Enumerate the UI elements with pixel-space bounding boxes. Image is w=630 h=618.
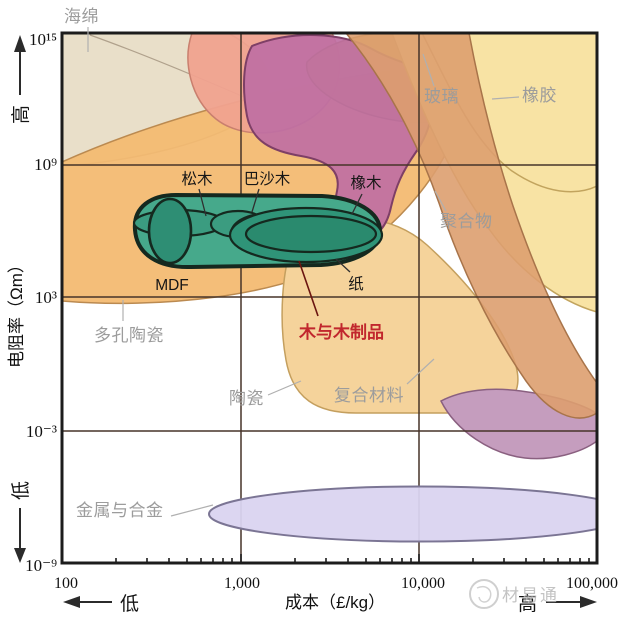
watermark-logo-icon (469, 579, 499, 609)
watermark-text: 材易通 (502, 586, 559, 605)
y-axis-low-label: 低 (10, 481, 32, 500)
x-axis-high-label: 高 (518, 593, 537, 615)
region-polymers (345, 33, 597, 419)
label-polymers: 聚合物 (440, 212, 493, 231)
plot-frame (60, 31, 599, 565)
label-metals: 金属与合金 (76, 501, 164, 520)
polymers-leader (434, 190, 447, 212)
label-oak: 橡木 (350, 174, 382, 192)
balsa-leader (251, 188, 260, 213)
watermark: 材易通 (469, 579, 559, 609)
ceramics-leader (267, 380, 302, 396)
label-mdf: MDF (155, 277, 189, 294)
x-tick-10000: 10,000 (401, 575, 445, 592)
x-axis-title: 成本（£/kg） (285, 593, 385, 612)
watermark-logo-swirl (476, 586, 492, 603)
rubber-leader (491, 96, 520, 100)
composites-leader (406, 358, 435, 385)
glass-leader (422, 53, 435, 87)
wood-mdf-ellipse (147, 197, 193, 265)
oak-leader (351, 193, 363, 215)
label-composites: 复合材料 (334, 386, 404, 405)
y-axis-high-label: 高 (10, 105, 32, 124)
metals-leader (170, 504, 214, 517)
wood-products-group (132, 192, 384, 270)
y-axis-down-arrow-icon (14, 548, 26, 563)
pine-leader (198, 188, 207, 217)
y-axis-up-arrow-icon (14, 35, 26, 52)
label-balsa: 巴沙木 (244, 170, 291, 188)
label-wood-products: 木与木制品 (298, 322, 384, 342)
gridlines (62, 33, 597, 563)
x-tick-100000: 100,000 (566, 575, 618, 592)
paper-leader (335, 258, 351, 273)
x-axis-right-arrow-icon (580, 596, 597, 608)
label-sponge: 海绵 (64, 7, 99, 26)
label-pine: 松木 (181, 170, 213, 188)
y-tick-1e-3: 10⁻³ (26, 422, 57, 441)
x-tick-1000: 1,000 (224, 575, 260, 592)
label-rubber: 橡胶 (522, 86, 557, 105)
region-metals (208, 485, 597, 543)
wood-paper-ellipse (244, 214, 378, 254)
wood-leader-lines (198, 188, 363, 273)
x-tick-100: 100 (54, 575, 78, 592)
y-tick-1e-9: 10⁻⁹ (25, 556, 57, 575)
y-tick-1e15: 10¹⁵ (29, 30, 57, 49)
label-ceramics: 陶瓷 (229, 389, 264, 408)
x-axis-minor-ticks (115, 554, 590, 563)
x-axis-left-arrow-icon (63, 596, 80, 608)
label-paper: 纸 (348, 275, 364, 293)
wood-products-leader (298, 260, 319, 317)
y-axis-title: 电阻率（Ωm） (7, 256, 26, 368)
y-tick-1e9: 10⁹ (34, 155, 57, 174)
x-axis-low-label: 低 (120, 593, 139, 615)
label-glass: 玻璃 (424, 87, 459, 106)
y-tick-1e3: 10³ (35, 288, 57, 307)
leader-lines (87, 27, 520, 517)
label-porous-ceramics: 多孔陶瓷 (94, 326, 164, 345)
